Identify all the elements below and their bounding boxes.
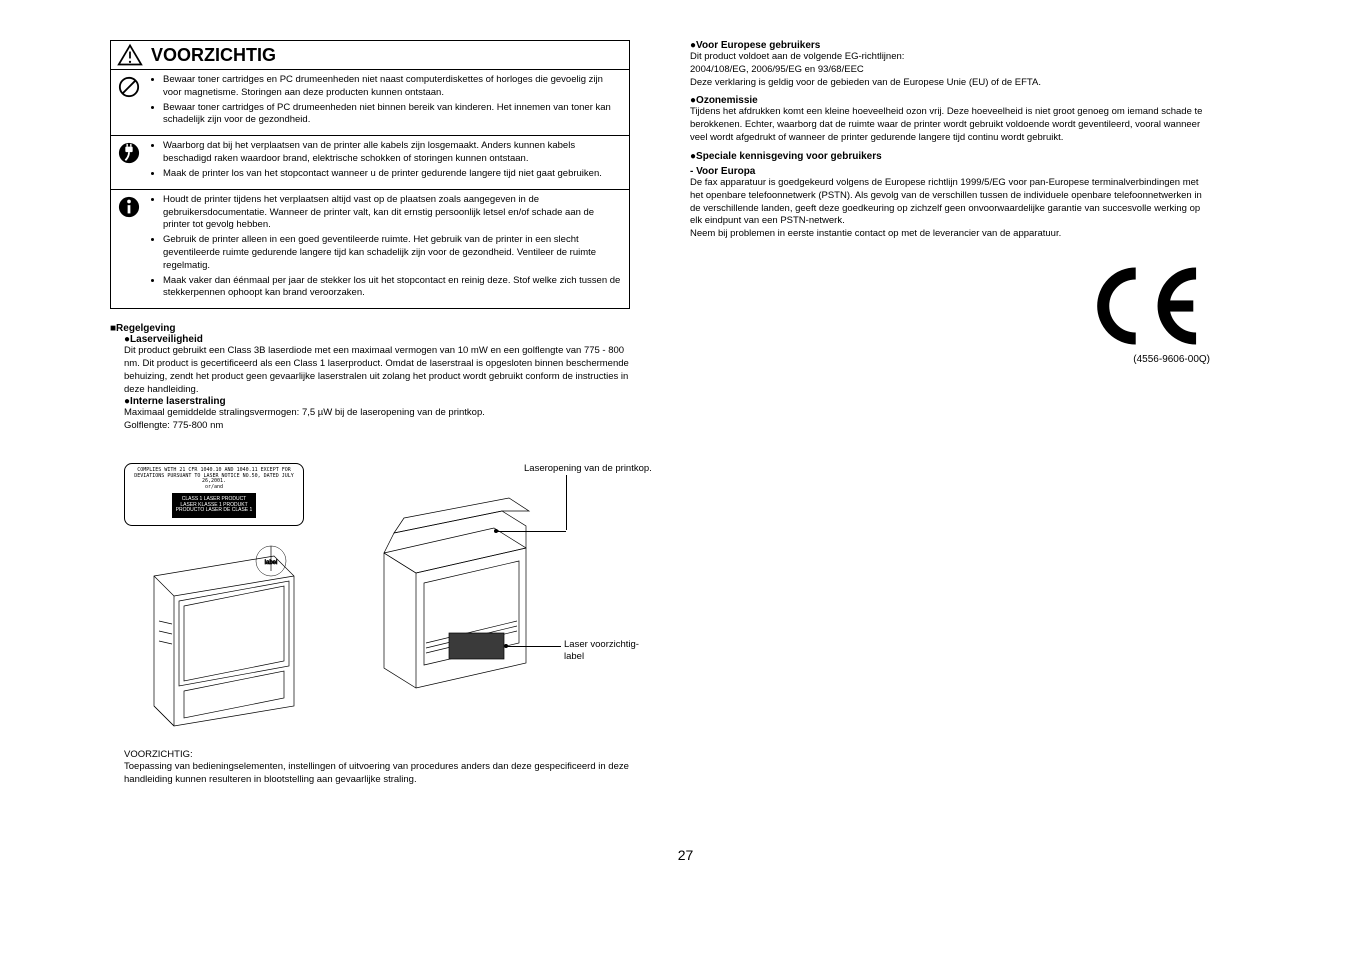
special-p2: Neem bij problemen in eerste instantie c… (690, 228, 1210, 241)
ce-code: (4556-9606-00Q) (690, 354, 1210, 365)
ozone-paragraph: Tijdens het afdrukken komt een kleine ho… (690, 106, 1210, 144)
caution-item: Bewaar toner cartridges of PC drumeenhed… (163, 102, 621, 128)
eu-p3: Deze verklaring is geldig voor de gebied… (690, 77, 1210, 90)
left-column: VOORZICHTIG Bewaar toner cartridges en P… (110, 40, 630, 787)
eu-p2: 2004/108/EG, 2006/95/EG en 93/68/EEC (690, 64, 1210, 77)
cert-inner-text: CLASS 1 LASER PRODUCT LASER KLASSE 1 PRO… (174, 497, 254, 514)
caution-row-2: Waarborg dat bij het verplaatsen van de … (111, 136, 629, 189)
special-p1: De fax apparatuur is goedgekeurd volgens… (690, 177, 1210, 228)
caution-title: VOORZICHTIG (151, 45, 276, 66)
special-subheading: - Voor Europa (690, 166, 1210, 177)
info-icon (118, 196, 140, 218)
plug-icon (118, 142, 140, 164)
caution-box: VOORZICHTIG Bewaar toner cartridges en P… (110, 40, 630, 309)
caution-item: Bewaar toner cartridges en PC drumeenhed… (163, 74, 621, 100)
voorzichtig-paragraph: Toepassing van bedieningselementen, inst… (124, 761, 630, 787)
eu-p1: Dit product voldoet aan de volgende EG-r… (690, 51, 1210, 64)
interne-heading: ●Interne laserstraling (124, 396, 630, 407)
regelgeving-heading: ■Regelgeving (110, 323, 630, 334)
cert-line2: DEVIATIONS PURSUANT TO LASER NOTICE NO.5… (129, 474, 299, 485)
warning-triangle-icon (117, 43, 143, 67)
caution-item: Gebruik de printer alleen in een goed ge… (163, 234, 621, 272)
laser-heading: ●Laserveiligheid (124, 334, 630, 345)
figures-row: COMPLIES WITH 21 CFR 1040.10 AND 1040.11… (124, 463, 630, 739)
ozone-heading-text: Ozonemissie (696, 95, 758, 106)
caution-row-3: Houdt de printer tijdens het verplaatsen… (111, 190, 629, 309)
laser-paragraph: Dit product gebruikt een Class 3B laserd… (124, 345, 630, 396)
eu-heading: ●Voor Europese gebruikers (690, 40, 1210, 51)
mfp-illustration (354, 493, 554, 693)
ce-mark-icon (1080, 261, 1210, 351)
voorzichtig-heading: VOORZICHTIG: (124, 749, 630, 762)
interne-p1: Maximaal gemiddelde stralingsvermogen: 7… (124, 407, 630, 420)
prohibit-icon (118, 76, 140, 98)
caution-item: Waarborg dat bij het verplaatsen van de … (163, 140, 621, 166)
cert-line3: or/and (129, 485, 299, 491)
caution-item: Maak vaker dan éénmaal per jaar de stekk… (163, 275, 621, 301)
caution-row-1: Bewaar toner cartridges en PC drumeenhed… (111, 70, 629, 136)
special-heading-text: Speciale kennisgeving voor gebruikers (696, 151, 882, 162)
caution-header: VOORZICHTIG (111, 41, 629, 70)
special-heading: ●Speciale kennisgeving voor gebruikers (690, 151, 1210, 162)
callout-laser-opening: Laseropening van de printkop. (524, 463, 652, 474)
page-number: 27 (110, 847, 1261, 863)
eu-heading-text: Voor Europese gebruikers (696, 40, 820, 51)
callout-label-line2: label (564, 651, 584, 662)
ce-mark-block: (4556-9606-00Q) (690, 261, 1210, 365)
right-column: ●Voor Europese gebruikers Dit product vo… (690, 40, 1210, 787)
interne-heading-text: Interne laserstraling (130, 396, 226, 407)
laser-heading-text: Laserveiligheid (130, 334, 203, 345)
certificate-label: COMPLIES WITH 21 CFR 1040.10 AND 1040.11… (124, 463, 304, 526)
caution-item: Houdt de printer tijdens het verplaatsen… (163, 194, 621, 232)
interne-p2: Golflengte: 775-800 nm (124, 420, 630, 433)
regelgeving-text: Regelgeving (116, 323, 175, 334)
caution-item: Maak de printer los van het stopcontact … (163, 168, 621, 181)
printer-illustration: label (124, 526, 324, 736)
ozone-heading: ●Ozonemissie (690, 95, 1210, 106)
callout-label-line1: Laser voorzichtig- (564, 639, 639, 650)
